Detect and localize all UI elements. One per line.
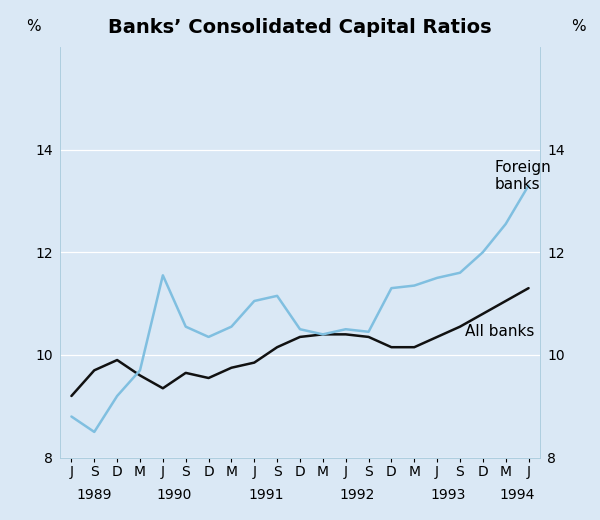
Text: 1993: 1993: [431, 488, 466, 502]
Text: 1994: 1994: [499, 488, 535, 502]
Text: 1989: 1989: [77, 488, 112, 502]
Text: %: %: [26, 19, 41, 34]
Title: Banks’ Consolidated Capital Ratios: Banks’ Consolidated Capital Ratios: [108, 18, 492, 37]
Text: 1991: 1991: [248, 488, 283, 502]
Text: %: %: [571, 19, 586, 34]
Text: 1990: 1990: [157, 488, 192, 502]
Text: All banks: All banks: [464, 324, 534, 339]
Text: 1992: 1992: [340, 488, 375, 502]
Text: Foreign
banks: Foreign banks: [494, 160, 551, 192]
